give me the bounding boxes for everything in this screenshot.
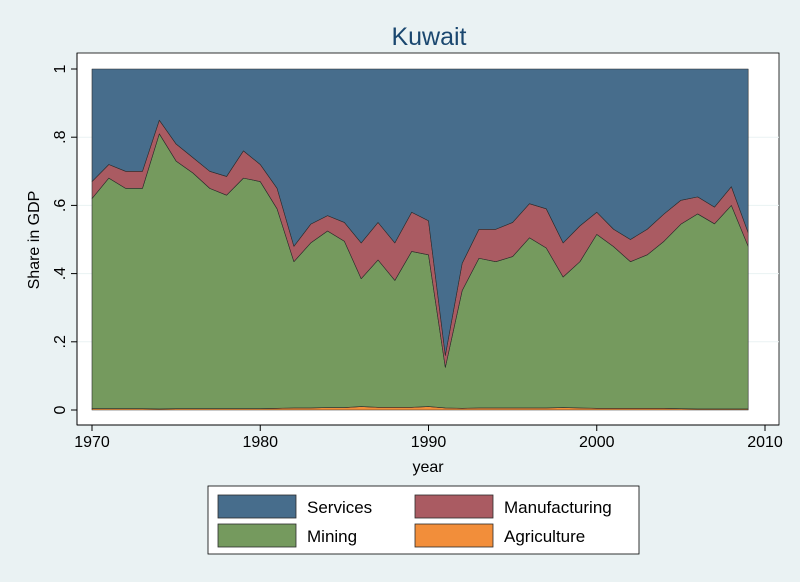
y-tick-label-5: 1	[52, 64, 69, 73]
y-tick-label-2: .4	[52, 267, 69, 280]
legend-items: Services Manufacturing Mining Agriculture	[217, 494, 612, 548]
legend: Services Manufacturing Mining Agriculture	[207, 485, 640, 555]
x-tick-label-2000: 2000	[579, 434, 615, 451]
x-tick-label-1990: 1990	[411, 434, 447, 451]
axes: 1970 1980 1990 2000 2010 0 .2 .4 .6 .8 1	[52, 53, 783, 451]
legend-label-manufacturing: Manufacturing	[504, 498, 612, 517]
x-axis-title: year	[412, 459, 444, 476]
y-tick-label-1: .2	[52, 335, 69, 348]
legend-label-agriculture: Agriculture	[504, 527, 585, 546]
legend-label-services: Services	[307, 498, 372, 517]
x-tick-label-2010: 2010	[747, 434, 783, 451]
chart-title: Kuwait	[391, 23, 466, 51]
legend-label-mining: Mining	[307, 527, 357, 546]
y-tick-label-4: .8	[52, 130, 69, 143]
area-layers	[91, 68, 749, 411]
x-tick-label-1970: 1970	[74, 434, 110, 451]
y-tick-label-0: 0	[52, 405, 69, 414]
y-axis-title: Share in GDP	[26, 191, 43, 290]
y-tick-label-3: .6	[52, 199, 69, 212]
x-tick-label-1980: 1980	[242, 434, 278, 451]
area-services	[91, 68, 749, 356]
legend-swatch-manufacturing	[414, 494, 494, 519]
legend-swatch-mining	[217, 523, 297, 548]
legend-swatch-services	[217, 494, 297, 519]
legend-swatch-agriculture	[414, 523, 494, 548]
